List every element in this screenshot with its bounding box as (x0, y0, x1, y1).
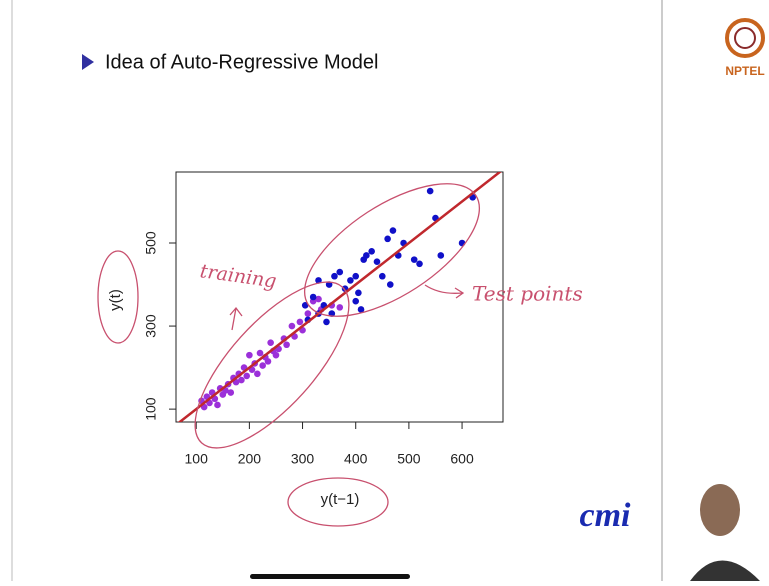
point (283, 341, 290, 349)
point (373, 258, 381, 266)
point (296, 318, 304, 326)
point (227, 389, 235, 396)
point (214, 401, 221, 409)
point (336, 268, 344, 276)
point (272, 351, 280, 359)
point (379, 272, 386, 280)
x-tick-label: 100 (185, 451, 209, 467)
point (355, 289, 362, 297)
presenter (690, 484, 760, 581)
point (254, 370, 261, 378)
presenter-body (690, 560, 760, 581)
logo-inner (734, 27, 756, 49)
y-axis-label: y(t) (107, 289, 124, 311)
point (259, 362, 266, 369)
presenter-head (700, 484, 740, 536)
x-axis-label: y(t−1) (321, 491, 360, 508)
point (347, 277, 354, 284)
y-tick-label: 500 (143, 231, 159, 255)
point (246, 351, 253, 359)
y-tick-label: 100 (143, 397, 159, 421)
point (304, 310, 312, 317)
point (386, 281, 394, 288)
x-tick-label: 500 (397, 451, 421, 467)
point (325, 281, 333, 288)
point (288, 322, 296, 330)
x-tick-label: 200 (238, 451, 262, 467)
plot: 100 200 300 400 500 600100300500y(t−1)y(t)tra… (97, 171, 583, 527)
point (323, 318, 330, 326)
point (363, 252, 370, 259)
x-tick-label: 600 (450, 451, 474, 467)
point (238, 376, 245, 384)
point (264, 358, 272, 365)
logo-ring (725, 18, 765, 58)
plot-box (175, 171, 504, 423)
point (416, 260, 423, 268)
point (437, 252, 445, 259)
xlabel-circle (287, 477, 389, 527)
point (368, 248, 375, 255)
point (352, 297, 360, 305)
point (309, 293, 317, 301)
ylabel-circle (97, 250, 139, 344)
training-arrow (229, 306, 243, 331)
y-tick-label: 300 (143, 314, 159, 338)
point (301, 302, 309, 309)
point (315, 295, 322, 303)
x-tick-label: 300 (291, 451, 315, 467)
test-circle (303, 183, 481, 317)
point (336, 304, 344, 311)
point (331, 272, 338, 280)
point (243, 372, 251, 380)
point (389, 227, 397, 234)
test-arrow (424, 284, 465, 299)
point (410, 256, 418, 263)
point (426, 187, 434, 195)
point (384, 235, 391, 243)
bullet-icon (82, 54, 94, 70)
logo-text: NPTEL (725, 64, 764, 78)
point (352, 272, 360, 280)
point (256, 349, 264, 357)
brand-logo: cmi (580, 497, 632, 534)
point (267, 339, 274, 346)
point (315, 277, 322, 284)
point (357, 306, 365, 313)
scroll-bar (250, 574, 410, 579)
bullet-text: Idea of Auto-Regressive Model (105, 51, 379, 73)
fit-line (177, 172, 502, 422)
x-tick-label: 400 (344, 451, 368, 467)
training-circle (194, 281, 350, 449)
annotation: Test points (472, 282, 583, 306)
